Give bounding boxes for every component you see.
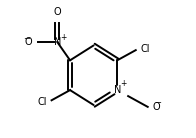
- Text: +: +: [120, 79, 127, 88]
- Text: O: O: [152, 102, 160, 112]
- Text: O: O: [24, 37, 32, 47]
- Text: −: −: [154, 98, 162, 107]
- Text: −: −: [23, 34, 30, 43]
- Text: N: N: [54, 37, 61, 47]
- Text: Cl: Cl: [141, 44, 150, 54]
- Text: Cl: Cl: [37, 96, 47, 107]
- Text: O: O: [54, 6, 61, 17]
- Text: N: N: [113, 85, 121, 95]
- Text: +: +: [60, 33, 66, 42]
